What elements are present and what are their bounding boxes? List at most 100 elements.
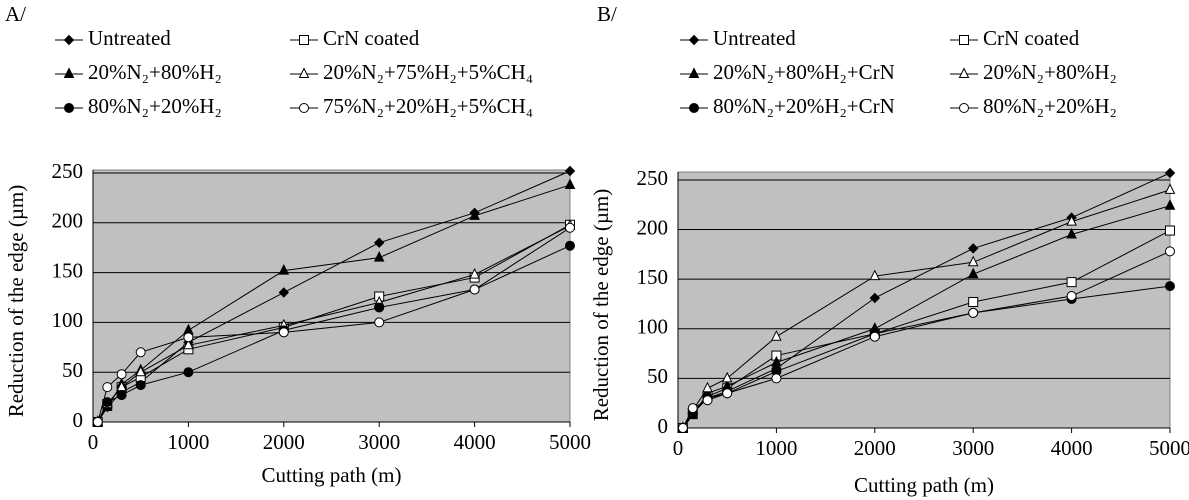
marker [183,332,194,343]
marker [967,267,979,279]
marker [374,317,385,328]
marker [278,263,290,275]
marker [1164,167,1176,179]
y-tick-label: 0 [658,414,669,438]
marker [1066,214,1077,226]
x-tick-label: 4000 [1051,436,1093,460]
legend-label: Untreated [88,26,171,50]
legend-label: 20%N₂+80%H₂ [983,60,1117,84]
marker [687,403,698,414]
legend-label: 75%N₂+20%H₂+5%CH₄ [323,94,533,118]
legend-label: 20%N₂+80%H₂ [88,60,222,84]
marker [771,330,782,341]
y-tick-label: 50 [647,364,668,388]
marker [374,302,385,313]
legend-label: CrN coated [323,26,420,50]
marker [564,165,576,177]
y-tick-label: 250 [637,166,669,190]
plot-area [92,169,571,423]
marker [677,423,688,433]
marker [92,417,103,427]
y-tick-label: 250 [52,159,84,183]
marker [1066,227,1077,239]
x-tick-label: 3000 [358,430,400,454]
y-axis-label: Reduction of the edge (µm) [589,189,613,422]
marker [63,34,75,46]
marker [688,67,700,78]
marker [116,369,127,380]
x-tick-label: 0 [673,436,684,460]
y-tick-label: 200 [52,209,84,233]
marker [183,338,194,350]
marker [1164,183,1176,194]
panel-label: A/ [5,2,26,26]
x-tick-label: 4000 [454,430,496,454]
marker [771,373,782,384]
marker [116,390,127,401]
marker [278,287,290,298]
marker [299,35,309,45]
marker [298,67,310,78]
marker [469,267,480,279]
marker [63,67,75,78]
y-tick-label: 50 [62,358,83,382]
y-axis-label: Reduction of the edge (µm) [4,185,28,418]
marker [869,331,880,342]
marker [1066,291,1077,302]
plot-area [677,171,1171,429]
marker [689,103,699,113]
y-tick-label: 150 [52,258,84,282]
marker [967,243,979,254]
y-tick-label: 100 [637,315,669,339]
marker [469,284,480,295]
x-tick-label: 5000 [549,430,591,454]
marker [869,292,881,304]
marker [968,307,979,318]
x-tick-label: 1000 [755,436,797,460]
x-tick-label: 0 [88,430,99,454]
legend-label: 80%N₂+20%H₂+CrN [713,94,895,118]
x-tick-label: 5000 [1149,436,1189,460]
marker [1165,246,1175,257]
marker [702,381,713,393]
marker [469,209,480,220]
x-tick-label: 2000 [263,430,305,454]
panel-label: B/ [597,2,617,26]
marker [1164,199,1176,210]
marker [135,347,146,358]
marker [135,365,147,377]
legend-label: CrN coated [983,26,1080,50]
legend-label: 20%N₂+80%H₂+CrN [713,60,895,84]
legend-label: 80%N₂+20%H₂ [983,94,1117,118]
marker [688,34,700,46]
marker [967,255,979,267]
marker [1165,281,1175,292]
marker [1066,277,1077,288]
x-tick-label: 2000 [854,436,896,460]
marker [959,103,969,113]
marker [565,222,575,233]
legend-label: 80%N₂+20%H₂ [88,94,222,118]
x-tick-label: 1000 [167,430,209,454]
marker [702,395,713,406]
y-tick-label: 200 [637,215,669,239]
y-tick-label: 100 [52,308,84,332]
x-tick-label: 3000 [952,436,994,460]
marker [1165,225,1175,236]
legend-label: Untreated [713,26,796,50]
x-axis-label: Cutting path (m) [854,473,994,497]
marker [373,237,385,248]
marker [135,380,146,391]
marker [721,371,733,383]
marker [968,296,979,307]
marker [183,367,194,378]
marker [102,382,113,393]
marker [771,355,782,367]
marker [299,103,309,113]
y-tick-label: 150 [637,265,669,289]
marker [869,269,881,281]
marker [564,178,576,189]
marker [64,103,74,113]
marker [373,251,385,262]
